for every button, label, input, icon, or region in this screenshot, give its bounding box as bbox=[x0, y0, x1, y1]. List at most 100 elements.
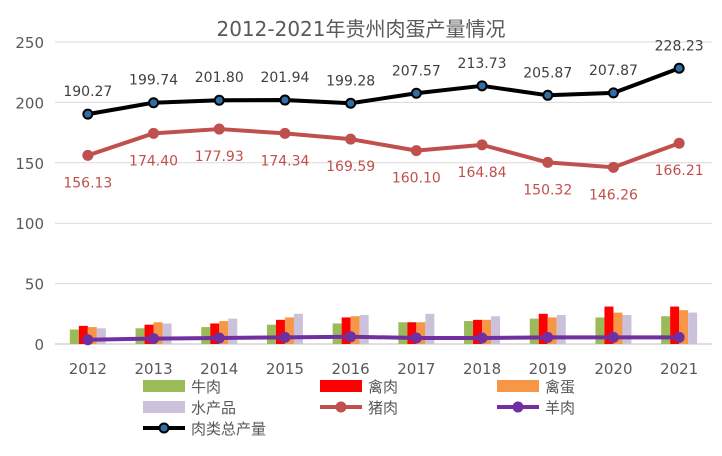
point bbox=[542, 89, 554, 101]
point bbox=[213, 123, 225, 135]
point bbox=[607, 161, 619, 173]
data-label: 150.32 bbox=[523, 182, 572, 198]
bar bbox=[613, 312, 623, 344]
bar bbox=[69, 329, 79, 344]
y-axis: 0 50 100 150 200 250 bbox=[15, 34, 44, 354]
series-line bbox=[87, 66, 680, 117]
bar bbox=[228, 318, 238, 344]
bar bbox=[96, 328, 106, 344]
bar bbox=[284, 317, 294, 344]
point bbox=[279, 331, 291, 343]
bar bbox=[661, 316, 671, 344]
x-tick-label: 2014 bbox=[200, 360, 238, 378]
data-label: 201.80 bbox=[195, 70, 244, 86]
lines bbox=[82, 62, 685, 346]
point bbox=[148, 333, 160, 345]
bar bbox=[78, 325, 88, 344]
bar bbox=[416, 322, 426, 344]
point bbox=[148, 127, 160, 139]
x-tick-label: 2018 bbox=[463, 360, 501, 378]
x-axis: 2012 2013 2014 2015 2016 2017 2018 2019 2020 2021 bbox=[69, 360, 698, 378]
legend-label: 禽肉 bbox=[368, 378, 398, 396]
y-tick-label: 0 bbox=[34, 336, 44, 354]
bar bbox=[556, 315, 566, 344]
data-label: 177.93 bbox=[195, 149, 244, 165]
bar bbox=[688, 312, 698, 344]
x-tick-label: 2012 bbox=[69, 360, 107, 378]
bar bbox=[529, 318, 539, 344]
point bbox=[82, 334, 94, 346]
data-label: 199.74 bbox=[129, 73, 178, 89]
series-line bbox=[87, 334, 680, 342]
bar bbox=[341, 317, 351, 344]
point bbox=[345, 97, 357, 109]
data-label: 146.26 bbox=[589, 187, 638, 203]
point bbox=[410, 145, 422, 157]
bar bbox=[162, 323, 172, 344]
bar bbox=[332, 323, 342, 344]
legend-swatch bbox=[497, 380, 539, 392]
point bbox=[82, 149, 94, 161]
point bbox=[673, 137, 685, 149]
data-label: 166.21 bbox=[655, 163, 704, 179]
bar bbox=[135, 328, 145, 344]
y-tick-label: 50 bbox=[25, 276, 44, 294]
y-tick-label: 250 bbox=[15, 34, 44, 52]
legend-swatch bbox=[320, 380, 362, 392]
data-label: 213.73 bbox=[458, 56, 507, 72]
data-label: 164.84 bbox=[458, 165, 507, 181]
data-label: 174.40 bbox=[129, 153, 178, 169]
bar bbox=[275, 319, 285, 344]
data-label: 190.27 bbox=[63, 84, 112, 100]
data-label: 156.13 bbox=[63, 175, 112, 191]
point bbox=[148, 97, 160, 109]
bar bbox=[473, 319, 483, 344]
point bbox=[82, 108, 94, 120]
bar bbox=[538, 313, 548, 344]
data-label: 174.34 bbox=[260, 153, 309, 169]
bar bbox=[407, 322, 417, 344]
x-tick-label: 2020 bbox=[594, 360, 632, 378]
data-label: 228.23 bbox=[655, 38, 704, 54]
bar bbox=[350, 316, 360, 344]
point bbox=[607, 331, 619, 343]
data-labels: 156.13 174.40 177.93 174.34 169.59 160.10 164.… bbox=[63, 38, 703, 203]
legend-label: 羊肉 bbox=[545, 399, 575, 417]
bar bbox=[266, 324, 276, 344]
legend-swatch bbox=[143, 401, 185, 413]
point bbox=[345, 133, 357, 145]
x-tick-label: 2021 bbox=[660, 360, 698, 378]
series-line bbox=[87, 127, 680, 170]
legend-label: 猪肉 bbox=[368, 399, 398, 417]
x-tick-label: 2019 bbox=[529, 360, 567, 378]
x-tick-label: 2016 bbox=[332, 360, 370, 378]
data-label: 207.57 bbox=[392, 63, 441, 79]
bar bbox=[144, 324, 154, 344]
point bbox=[279, 127, 291, 139]
y-tick-label: 200 bbox=[15, 94, 44, 112]
point bbox=[673, 331, 685, 343]
bar bbox=[87, 327, 97, 344]
bar bbox=[464, 321, 474, 344]
point bbox=[476, 139, 488, 151]
bar bbox=[604, 306, 614, 344]
data-label: 199.28 bbox=[326, 73, 375, 89]
point bbox=[542, 331, 554, 343]
bar bbox=[595, 317, 605, 344]
x-tick-label: 2015 bbox=[266, 360, 304, 378]
legend-label: 水产品 bbox=[191, 399, 236, 417]
y-tick-label: 100 bbox=[15, 215, 44, 233]
point bbox=[410, 87, 422, 99]
legend-label: 牛肉 bbox=[191, 378, 221, 396]
bar bbox=[293, 313, 303, 344]
bar bbox=[210, 323, 220, 344]
bar bbox=[398, 322, 408, 344]
data-label: 207.87 bbox=[589, 63, 638, 79]
point bbox=[345, 331, 357, 343]
data-label: 169.59 bbox=[326, 159, 375, 175]
bar bbox=[201, 327, 211, 344]
y-tick-label: 150 bbox=[15, 155, 44, 173]
bar bbox=[547, 317, 557, 344]
